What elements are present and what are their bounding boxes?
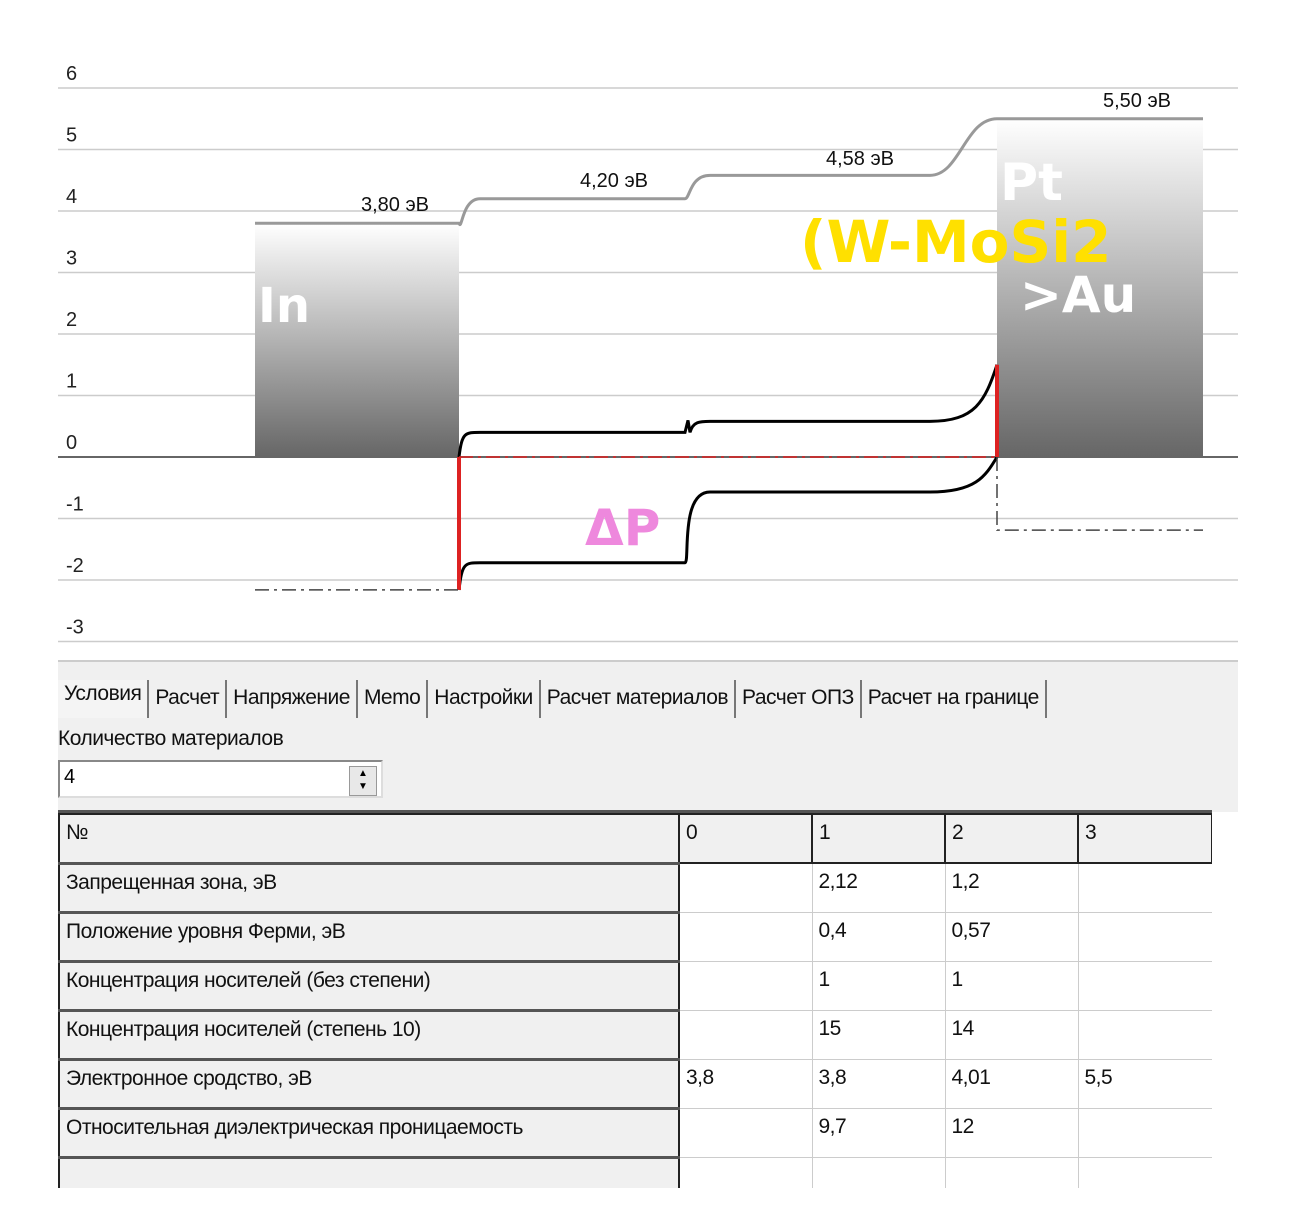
y-tick-label: 0 [66,432,77,454]
row-header [58,1155,680,1188]
table-cell[interactable] [678,960,813,1011]
table-cell[interactable]: 2,12 [811,862,946,913]
table-cell[interactable]: 15 [811,1009,946,1060]
table-row: Концентрация носителей (без степени) 1 1 [58,959,1212,1011]
table-cell[interactable] [678,1009,813,1060]
column-header: 0 [678,813,813,864]
column-header: 1 [811,813,946,864]
tab-0[interactable]: Условия [58,680,150,718]
table-cell[interactable] [678,1107,813,1158]
tab-bar: Условия Расчет Напряжение Memo Настройки Расч… [58,680,1047,718]
table-cell[interactable]: 1 [944,960,1079,1011]
column-header: 3 [1077,813,1212,864]
y-tick-label: -3 [66,617,84,639]
materials-table: № 0 1 2 3 Запрещенная зона, эВ 2,12 1,2 Положени… [58,810,1212,1188]
tab-6[interactable]: Расчет ОПЗ [736,680,862,718]
row-header: Концентрация носителей (без степени) [58,959,680,1011]
row-header: Положение уровня Ферми, эВ [58,910,680,962]
table-cell[interactable]: 12 [944,1107,1079,1158]
table-cell[interactable]: 1 [811,960,946,1011]
tab-1[interactable]: Расчет [149,680,228,718]
table-cell[interactable] [944,1156,1079,1188]
row-header: Запрещенная зона, эВ [58,861,680,913]
table-cell[interactable] [1077,862,1212,913]
tab-2[interactable]: Напряжение [227,680,358,718]
handwritten-note-au: >Au [1020,266,1136,324]
table-row [58,1155,1212,1188]
spin-buttons[interactable]: ▲ ▼ [349,766,377,796]
table-cell[interactable]: 14 [944,1009,1079,1060]
handwritten-note-w_mosi2: (W-MoSi2 [800,208,1112,276]
table-cell[interactable] [678,911,813,962]
y-tick-label: 4 [66,186,77,208]
table-cell[interactable] [1077,1156,1212,1188]
y-tick-label: 6 [66,63,77,85]
column-header: № [58,813,680,864]
row-header: Концентрация носителей (степень 10) [58,1008,680,1060]
tab-3[interactable]: Memo [357,680,429,718]
materials-count-label: Количество материалов [58,727,284,750]
table-row: Электронное сродство, эВ 3,8 3,8 4,01 5,5 [58,1057,1212,1109]
level-label: 4,20 эВ [580,170,648,192]
handwritten-note-in: In [258,278,310,334]
metal-block-in [255,223,459,457]
table-row: Положение уровня Ферми, эВ 0,4 0,57 [58,910,1212,962]
table-cell[interactable] [811,1156,946,1188]
table-cell[interactable] [1077,1107,1212,1158]
table-row: Концентрация носителей (степень 10) 15 14 [58,1008,1212,1060]
tab-7[interactable]: Расчет на границе [861,680,1047,718]
materials-count-value: 4 [64,766,76,788]
table-cell[interactable] [678,1156,813,1188]
metal-block-pt [997,118,1203,457]
table-cell[interactable] [1077,1009,1212,1060]
y-tick-label: 1 [66,371,77,393]
tab-4[interactable]: Настройки [428,680,541,718]
spin-down-icon[interactable]: ▼ [358,781,368,792]
table-cell[interactable] [1077,960,1212,1011]
pt-fermi-depth-line [996,457,1203,531]
spin-up-icon[interactable]: ▲ [358,768,368,779]
table-cell[interactable]: 3,8 [811,1058,946,1109]
materials-count-stepper[interactable]: 4 ▲ ▼ [58,760,383,798]
table-header-row: № 0 1 2 3 [58,813,1212,864]
level-label: 4,58 эВ [826,148,894,170]
level-label: 3,80 эВ [361,194,429,216]
table-cell[interactable]: 9,7 [811,1107,946,1158]
table-cell[interactable]: 0,4 [811,911,946,962]
table-cell[interactable] [678,862,813,913]
handwritten-note-dp: ΔP [585,499,660,557]
y-tick-label: 3 [66,248,77,270]
tab-5[interactable]: Расчет материалов [540,680,737,718]
table-cell[interactable]: 5,5 [1077,1058,1212,1109]
table-row: Относительная диэлектрическая проницаемо… [58,1106,1212,1158]
table-cell[interactable] [1077,911,1212,962]
handwritten-note-pt: Pt [1000,153,1063,213]
y-tick-label: 5 [66,125,77,147]
band-diagram-chart: 6 5 4 3 2 1 0 -1 -2 -3 3,80 эВ 4,20 эВ 4,58 эВ 5,50 э… [58,63,1238,643]
row-header: Относительная диэлектрическая проницаемо… [58,1106,680,1158]
conduction-band-line [457,364,999,458]
table-cell[interactable]: 1,2 [944,862,1079,913]
column-header: 2 [944,813,1079,864]
y-tick-label: -2 [66,555,84,577]
y-tick-label: 2 [66,309,77,331]
level-label: 5,50 эВ [1103,90,1171,112]
table-cell[interactable]: 4,01 [944,1058,1079,1109]
valence-band-line [457,456,999,591]
table-cell[interactable]: 0,57 [944,911,1079,962]
row-header: Электронное сродство, эВ [58,1057,680,1109]
table-row: Запрещенная зона, эВ 2,12 1,2 [58,861,1212,913]
vacuum-level-line [255,117,1203,227]
table-cell[interactable]: 3,8 [678,1058,813,1109]
y-tick-label: -1 [66,494,84,516]
